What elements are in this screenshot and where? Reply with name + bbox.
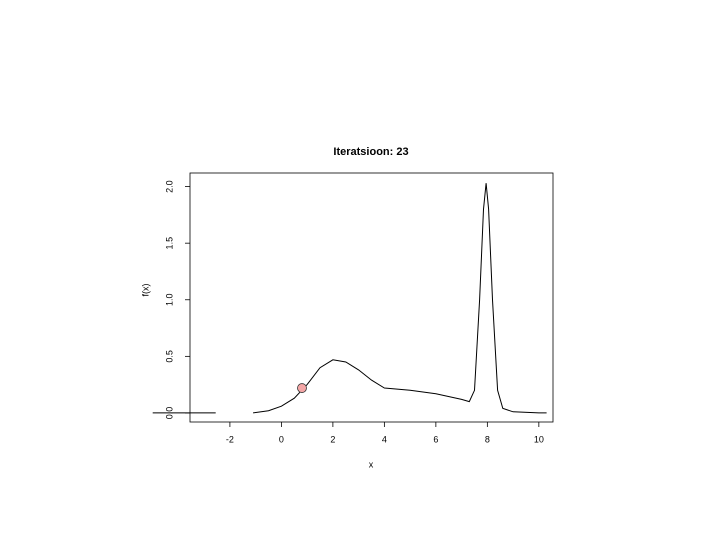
y-tick-label: 0.5 (164, 350, 174, 363)
x-tick-label: 6 (433, 434, 438, 444)
y-axis-label: f(x) (140, 284, 150, 297)
y-tick-label: 1.0 (164, 294, 174, 307)
chart-title: Iteratsioon: 23 (333, 146, 408, 158)
x-tick-label: 8 (485, 434, 490, 444)
x-tick-label: 4 (382, 434, 387, 444)
x-axis-label: x (369, 459, 374, 469)
current-point (297, 383, 307, 393)
y-tick-label: 2.0 (164, 180, 174, 193)
x-tick-label: 2 (330, 434, 335, 444)
x-tick-label: 0 (279, 434, 284, 444)
x-tick-label: -2 (226, 434, 234, 444)
density-curve (152, 183, 547, 414)
plot-box (189, 172, 554, 423)
x-tick-label: 10 (534, 434, 544, 444)
y-tick-label: 1.5 (164, 237, 174, 250)
